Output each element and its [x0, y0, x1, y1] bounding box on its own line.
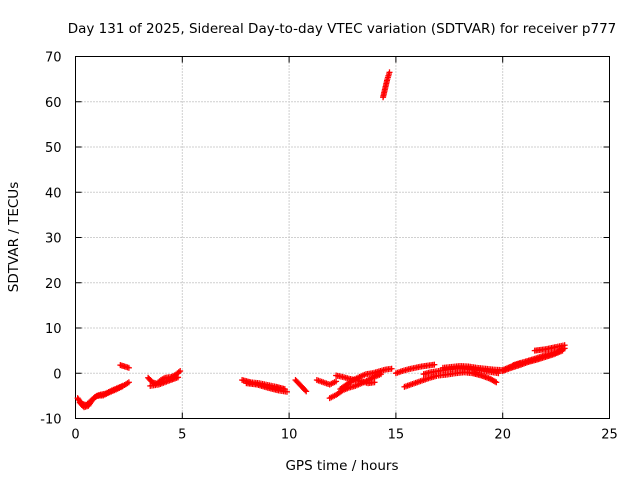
data-points	[74, 69, 568, 411]
x-tick-label: 5	[178, 428, 186, 443]
data-point	[177, 367, 184, 374]
data-point	[283, 388, 290, 395]
data-point	[495, 370, 502, 377]
data-point	[302, 387, 309, 394]
chart-title: Day 131 of 2025, Sidereal Day-to-day VTE…	[68, 21, 617, 37]
y-tick-label: 70	[45, 51, 62, 66]
axis-ticks: 0 5 10 15 20 25 -10 0 10 20 30 40 50 60 70	[40, 51, 618, 443]
x-tick-label: 15	[388, 428, 405, 443]
y-tick-label: 40	[45, 186, 62, 201]
data-point	[386, 69, 393, 76]
x-tick-label: 20	[494, 428, 511, 443]
data-point	[125, 364, 132, 371]
data-point	[303, 388, 310, 395]
y-tick-label: 50	[45, 141, 62, 156]
y-tick-label: 10	[45, 322, 62, 337]
data-point	[388, 365, 395, 372]
y-tick-label: -10	[40, 413, 61, 428]
data-point	[333, 378, 340, 385]
x-tick-label: 0	[71, 428, 79, 443]
x-axis-label: GPS time / hours	[285, 458, 398, 474]
data-point	[431, 361, 438, 368]
gridlines	[75, 56, 610, 419]
x-tick-label: 25	[601, 428, 618, 443]
y-tick-label: 60	[45, 96, 62, 111]
data-point	[493, 379, 500, 386]
data-point	[175, 374, 182, 381]
y-tick-label: 30	[45, 232, 62, 247]
data-point	[371, 379, 378, 386]
x-tick-label: 10	[281, 428, 298, 443]
data-point	[561, 342, 568, 349]
y-tick-label: 20	[45, 277, 62, 292]
y-tick-label: 0	[53, 367, 61, 382]
data-point	[492, 378, 499, 385]
data-point	[119, 383, 126, 390]
y-axis-label: SDTVAR / TECUs	[6, 182, 22, 292]
data-point	[125, 379, 132, 386]
